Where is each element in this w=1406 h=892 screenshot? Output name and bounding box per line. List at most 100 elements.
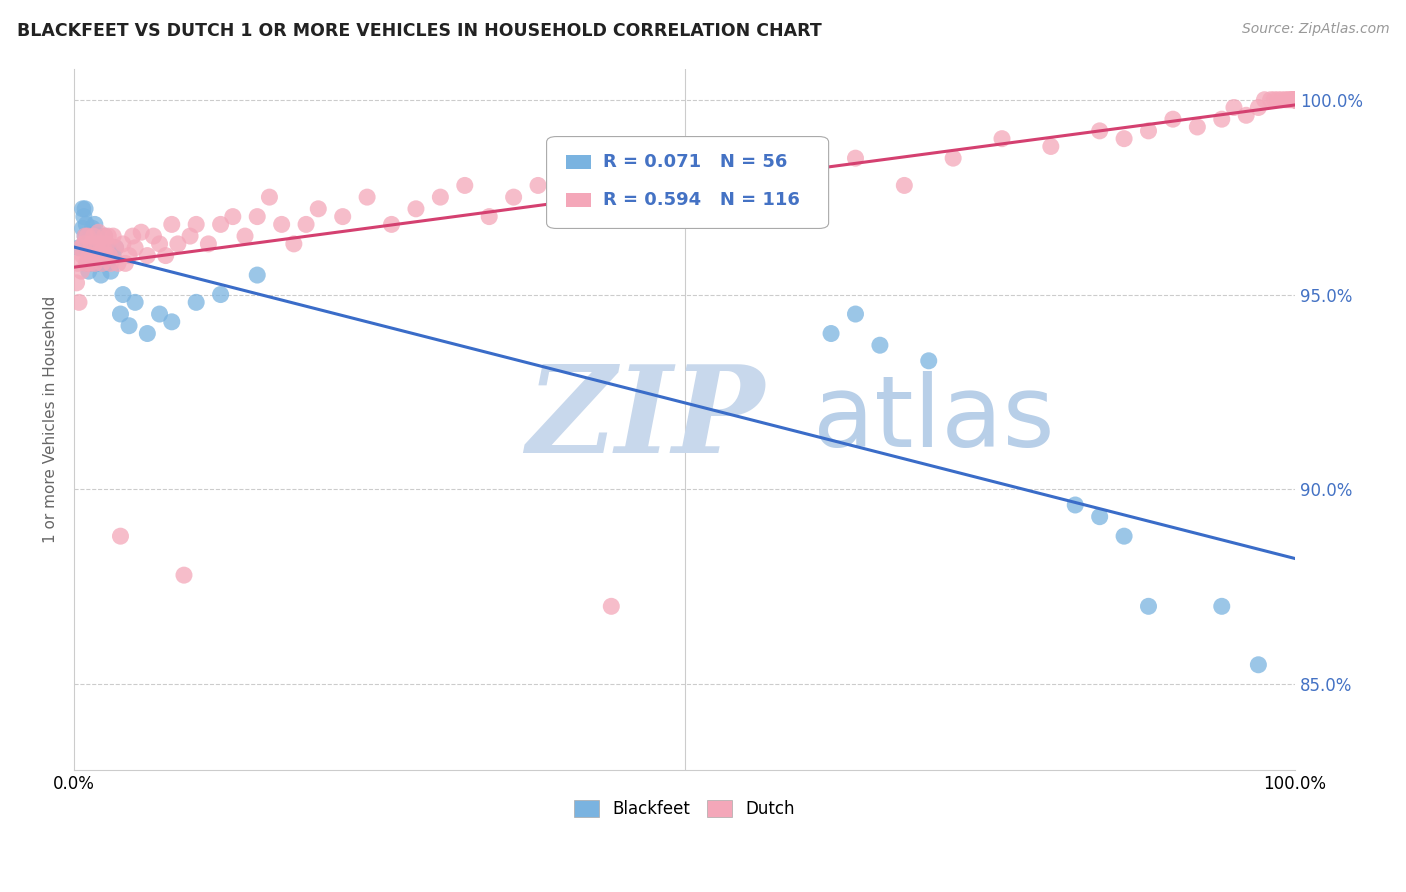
Point: [673, 178, 696, 193]
Point: [80, 249, 103, 263]
Point: [1263, 93, 1285, 107]
Point: [1039, 139, 1062, 153]
Point: [246, 210, 269, 224]
Point: [90, 236, 112, 251]
Point: [129, 225, 152, 239]
Point: [79, 241, 101, 255]
Point: [86, 256, 108, 270]
Point: [893, 178, 915, 193]
Point: [1284, 93, 1306, 107]
Point: [1284, 93, 1306, 107]
Point: [84, 236, 107, 251]
Point: [100, 264, 122, 278]
Point: [76, 256, 98, 270]
Point: [136, 249, 159, 263]
Point: [1284, 93, 1306, 107]
FancyBboxPatch shape: [547, 136, 828, 228]
Point: [75, 241, 97, 255]
Point: [148, 307, 170, 321]
Point: [89, 241, 111, 255]
Point: [136, 326, 159, 341]
Point: [1211, 599, 1233, 614]
Point: [75, 229, 97, 244]
Point: [697, 170, 720, 185]
Point: [121, 229, 143, 244]
Text: R = 0.071   N = 56: R = 0.071 N = 56: [603, 153, 787, 170]
Point: [1284, 93, 1306, 107]
Text: atlas: atlas: [813, 371, 1054, 467]
Point: [142, 229, 165, 244]
Point: [1260, 93, 1282, 107]
Point: [75, 202, 97, 216]
Point: [84, 256, 107, 270]
Point: [1284, 93, 1306, 107]
FancyBboxPatch shape: [567, 193, 591, 207]
Point: [1284, 93, 1306, 107]
Point: [270, 218, 292, 232]
Point: [173, 568, 195, 582]
Point: [991, 131, 1014, 145]
Point: [110, 307, 132, 321]
Point: [77, 249, 100, 263]
Point: [101, 229, 124, 244]
Point: [93, 229, 115, 244]
Point: [104, 241, 127, 255]
Point: [869, 338, 891, 352]
Point: [179, 229, 201, 244]
Point: [65, 276, 87, 290]
Point: [1271, 93, 1294, 107]
Point: [1284, 93, 1306, 107]
Point: [1284, 93, 1306, 107]
Point: [1284, 93, 1306, 107]
Point: [650, 170, 672, 185]
Point: [770, 151, 793, 165]
Point: [73, 236, 96, 251]
Point: [90, 268, 112, 282]
Point: [86, 236, 108, 251]
Point: [101, 249, 124, 263]
Point: [1088, 509, 1111, 524]
FancyBboxPatch shape: [567, 155, 591, 169]
Point: [148, 236, 170, 251]
Point: [91, 241, 114, 255]
Point: [124, 241, 146, 255]
Point: [332, 210, 354, 224]
Point: [76, 236, 98, 251]
Point: [67, 295, 90, 310]
Point: [186, 295, 208, 310]
Point: [1064, 498, 1087, 512]
Point: [104, 241, 127, 255]
Point: [429, 190, 451, 204]
Point: [82, 241, 104, 255]
Text: Source: ZipAtlas.com: Source: ZipAtlas.com: [1241, 22, 1389, 37]
Point: [72, 221, 94, 235]
Point: [94, 249, 117, 263]
Point: [844, 307, 866, 321]
Point: [197, 236, 219, 251]
Point: [405, 202, 427, 216]
Point: [1284, 93, 1306, 107]
Point: [76, 229, 98, 244]
Point: [83, 249, 105, 263]
Y-axis label: 1 or more Vehicles in Household: 1 or more Vehicles in Household: [44, 295, 58, 543]
Point: [77, 264, 100, 278]
Text: BLACKFEET VS DUTCH 1 OR MORE VEHICLES IN HOUSEHOLD CORRELATION CHART: BLACKFEET VS DUTCH 1 OR MORE VEHICLES IN…: [17, 22, 821, 40]
Point: [259, 190, 281, 204]
Point: [307, 202, 329, 216]
Point: [100, 256, 122, 270]
Point: [246, 268, 269, 282]
Point: [1279, 93, 1302, 107]
Point: [1137, 599, 1160, 614]
Point: [87, 225, 110, 239]
Point: [111, 236, 134, 251]
Point: [114, 256, 136, 270]
Point: [1137, 124, 1160, 138]
Point: [1253, 93, 1275, 107]
Point: [79, 256, 101, 270]
Point: [844, 151, 866, 165]
Point: [97, 241, 120, 255]
Point: [454, 178, 477, 193]
Point: [86, 229, 108, 244]
Point: [72, 202, 94, 216]
Point: [160, 218, 183, 232]
